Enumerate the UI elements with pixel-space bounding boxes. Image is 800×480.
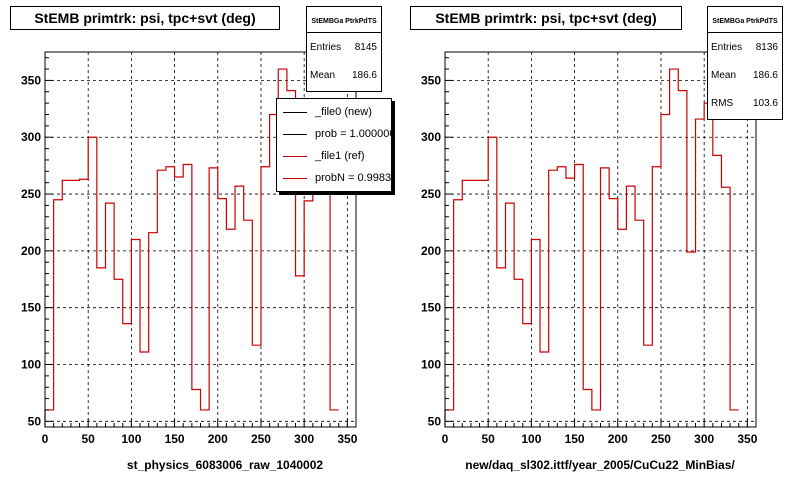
y-tick-label: 350 [421,73,441,87]
y-tick-label: 200 [21,244,41,258]
histogram-series [444,68,739,427]
stats-name: StEMBGa PtrkPdTS [708,7,782,33]
histogram-series [44,68,339,427]
legend-swatch [283,133,307,135]
stats-row: Entries 8145 [307,33,381,61]
x-tick-label: 200 [208,432,228,446]
stats-value: 186.6 [752,69,778,81]
x-tick-label: 250 [251,432,271,446]
x-tick-label: 200 [608,432,628,446]
stats-box: StEMBGa PtrkPdTS Entries 8136 Mean 186.6… [707,6,783,120]
legend-label: probN = 0.998384 [315,172,392,184]
x-tick-label: 0 [42,432,49,446]
stats-value: 103.6 [752,97,778,109]
y-tick-label: 250 [21,187,41,201]
x-tick-label: 350 [337,432,357,446]
legend-swatch [283,111,307,113]
legend-entry: _file1 (ref) [277,145,391,167]
x-tick-label: 50 [482,432,496,446]
x-tick-label: 300 [294,432,314,446]
x-tick-label: 100 [521,432,541,446]
x-tick-label: 150 [165,432,185,446]
x-tick-label: 350 [737,432,757,446]
stats-box: StEMBGa PtrkPdTS Entries 8145 Mean 186.6 [306,6,382,92]
stats-value: 8145 [354,41,377,53]
x-tick-label: 250 [651,432,671,446]
y-tick-label: 150 [21,301,41,315]
histogram-title: StEMB primtrk: psi, tpc+svt (deg) [410,6,682,30]
x-axis-title: new/daq_sl302.ittf/year_2005/CuCu22_MinB… [465,458,735,472]
stats-label: Mean [310,69,336,81]
stats-label: Entries [310,41,342,53]
stats-label: RMS [711,97,734,109]
x-tick-label: 50 [82,432,96,446]
x-tick-label: 100 [121,432,141,446]
stats-label: Mean [711,69,737,81]
stats-label: Entries [711,41,743,53]
legend-entry: probN = 0.998384 [277,167,391,189]
histogram-title: StEMB primtrk: psi, tpc+svt (deg) [10,6,280,30]
y-tick-label: 200 [421,244,441,258]
y-tick-label: 250 [421,187,441,201]
y-tick-label: 150 [421,301,441,315]
stats-name: StEMBGa PtrkPdTS [307,7,381,33]
stats-row: Mean 186.6 [307,61,381,89]
y-tick-label: 50 [28,414,42,428]
y-tick-label: 100 [21,358,41,372]
legend-label: prob = 1.000000 [315,128,392,140]
legend-label: _file0 (new) [315,106,372,118]
stats-row: RMS 103.6 [708,89,782,117]
y-tick-label: 50 [428,414,442,428]
legend-swatch [283,177,307,179]
legend: _file0 (new) prob = 1.000000 _file1 (ref… [276,98,392,192]
y-tick-label: 100 [421,358,441,372]
legend-swatch [283,155,307,157]
stats-value: 8136 [755,41,778,53]
y-tick-label: 300 [421,130,441,144]
legend-label: _file1 (ref) [315,150,365,162]
x-tick-label: 150 [565,432,585,446]
y-tick-label: 350 [21,73,41,87]
stats-value: 186.6 [351,69,377,81]
x-tick-label: 300 [694,432,714,446]
x-axis-title: st_physics_6083006_raw_1040002 [126,458,324,472]
stats-row: Entries 8136 [708,33,782,61]
stats-row: Mean 186.6 [708,61,782,89]
x-tick-label: 0 [442,432,449,446]
legend-entry: _file0 (new) [277,101,391,123]
legend-entry: prob = 1.000000 [277,123,391,145]
y-tick-label: 300 [21,130,41,144]
